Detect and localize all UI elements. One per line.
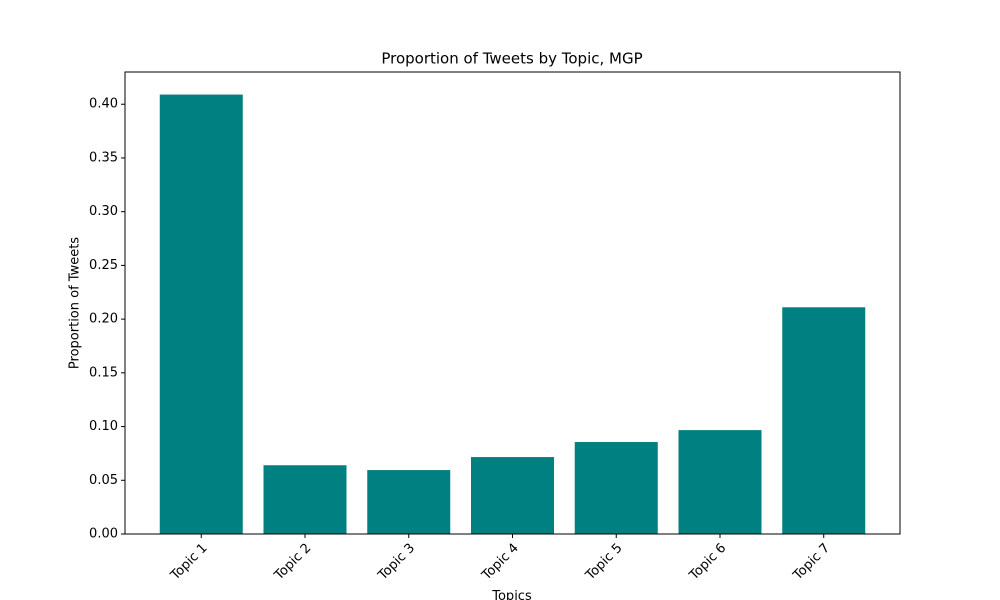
x-tick-label: Topic 3 — [375, 541, 418, 584]
y-tick-label: 0.15 — [89, 365, 118, 380]
y-tick-label: 0.30 — [89, 204, 118, 219]
y-tick-label: 0.25 — [89, 258, 118, 273]
y-tick-label: 0.40 — [89, 97, 118, 112]
x-axis-label: Topics — [491, 589, 532, 600]
y-axis-label: Proportion of Tweets — [68, 237, 83, 369]
bar — [263, 465, 347, 534]
plot-frame — [124, 71, 901, 535]
bar — [678, 430, 762, 534]
y-tick-label: 0.10 — [89, 419, 118, 434]
bar — [471, 457, 554, 534]
x-tick-label: Topic 2 — [271, 541, 314, 584]
y-tick-label: 0.05 — [89, 473, 118, 488]
x-tick-label: Topic 6 — [686, 541, 729, 584]
chart-title: Proportion of Tweets by Topic, MGP — [381, 50, 642, 68]
x-tick-label: Topic 4 — [479, 541, 522, 584]
bar — [367, 470, 451, 534]
x-tick-label: Topic 7 — [790, 541, 833, 584]
x-tick-label: Topic 5 — [582, 541, 625, 584]
bar — [782, 307, 866, 534]
x-tick-label: Topic 1 — [167, 541, 210, 584]
y-tick-label: 0.00 — [89, 527, 118, 542]
y-tick-label: 0.35 — [89, 150, 118, 165]
bar — [574, 442, 658, 534]
bar — [159, 94, 243, 534]
y-tick-label: 0.20 — [89, 312, 118, 327]
